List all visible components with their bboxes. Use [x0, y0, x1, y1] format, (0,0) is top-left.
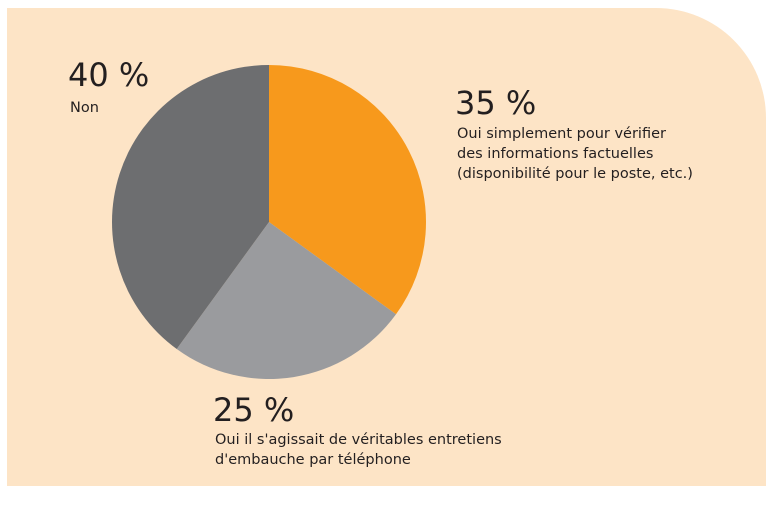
pie-slice	[112, 64, 269, 350]
pie-slice	[176, 222, 397, 379]
value-label: 25 %	[213, 391, 295, 429]
category-label: Oui simplement pour vérifier des informa…	[457, 126, 693, 182]
value-label: 40 %	[68, 56, 150, 94]
pie-slice	[269, 65, 426, 315]
category-label: Oui il s'agissait de véritables entretie…	[215, 432, 502, 468]
category-label: Non	[70, 100, 99, 116]
value-label: 35 %	[455, 84, 537, 122]
